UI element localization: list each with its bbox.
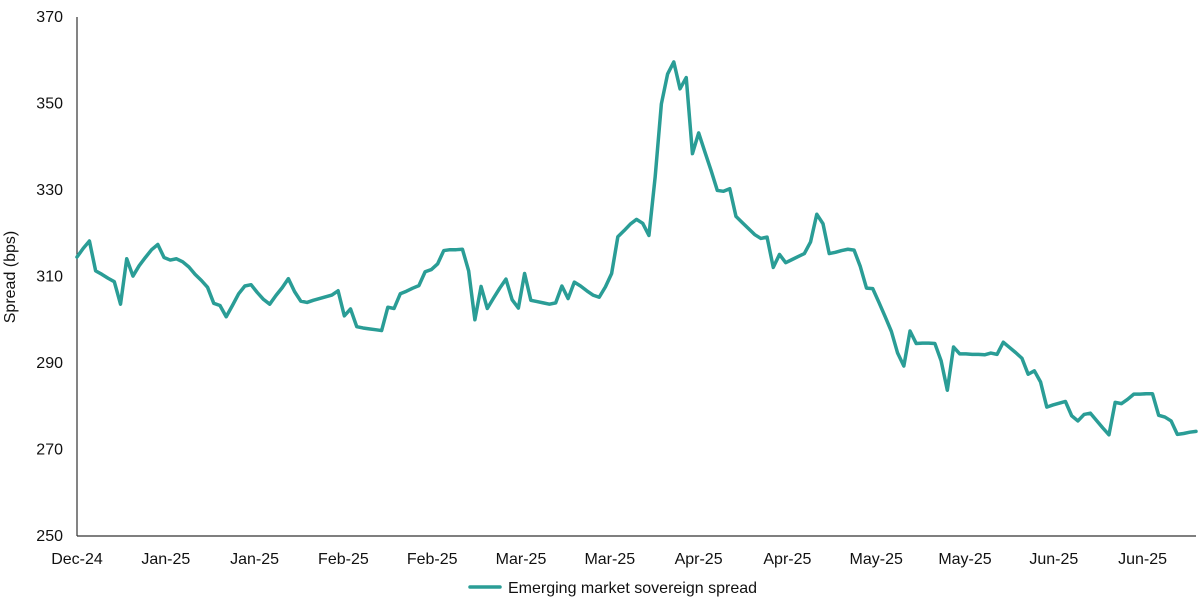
y-tick-label: 370 — [36, 9, 63, 26]
x-tick-label: Apr-25 — [763, 551, 811, 568]
y-tick-label: 290 — [36, 355, 63, 372]
legend-label: Emerging market sovereign spread — [508, 580, 757, 597]
x-tick-label: Jan-25 — [141, 551, 190, 568]
y-tick-label: 330 — [36, 182, 63, 199]
series-line — [75, 60, 1198, 437]
y-tick-label: 310 — [36, 269, 63, 286]
y-tick-label: 350 — [36, 96, 63, 113]
y-axis-ticks: 250 270 290 310 330 350 370 — [36, 9, 63, 545]
y-tick-label: 270 — [36, 442, 63, 459]
x-tick-label: Jun-25 — [1029, 551, 1078, 568]
x-tick-label: Dec-24 — [51, 551, 103, 568]
y-tick-label: 250 — [36, 528, 63, 545]
legend: Emerging market sovereign spread — [468, 580, 757, 597]
y-axis-title: Spread (bps) — [2, 231, 19, 324]
x-tick-label: Apr-25 — [675, 551, 723, 568]
x-tick-label: Feb-25 — [407, 551, 458, 568]
x-tick-label: Mar-25 — [584, 551, 635, 568]
x-tick-label: May-25 — [850, 551, 903, 568]
x-tick-label: Feb-25 — [318, 551, 369, 568]
x-tick-label: May-25 — [938, 551, 991, 568]
x-tick-label: Jun-25 — [1118, 551, 1167, 568]
x-axis-ticks: Dec-24 Jan-25 Jan-25 Feb-25 Feb-25 Mar-25 Mar-… — [51, 551, 1167, 568]
x-tick-label: Mar-25 — [496, 551, 547, 568]
x-tick-label: Jan-25 — [230, 551, 279, 568]
series-layer — [75, 60, 1198, 437]
